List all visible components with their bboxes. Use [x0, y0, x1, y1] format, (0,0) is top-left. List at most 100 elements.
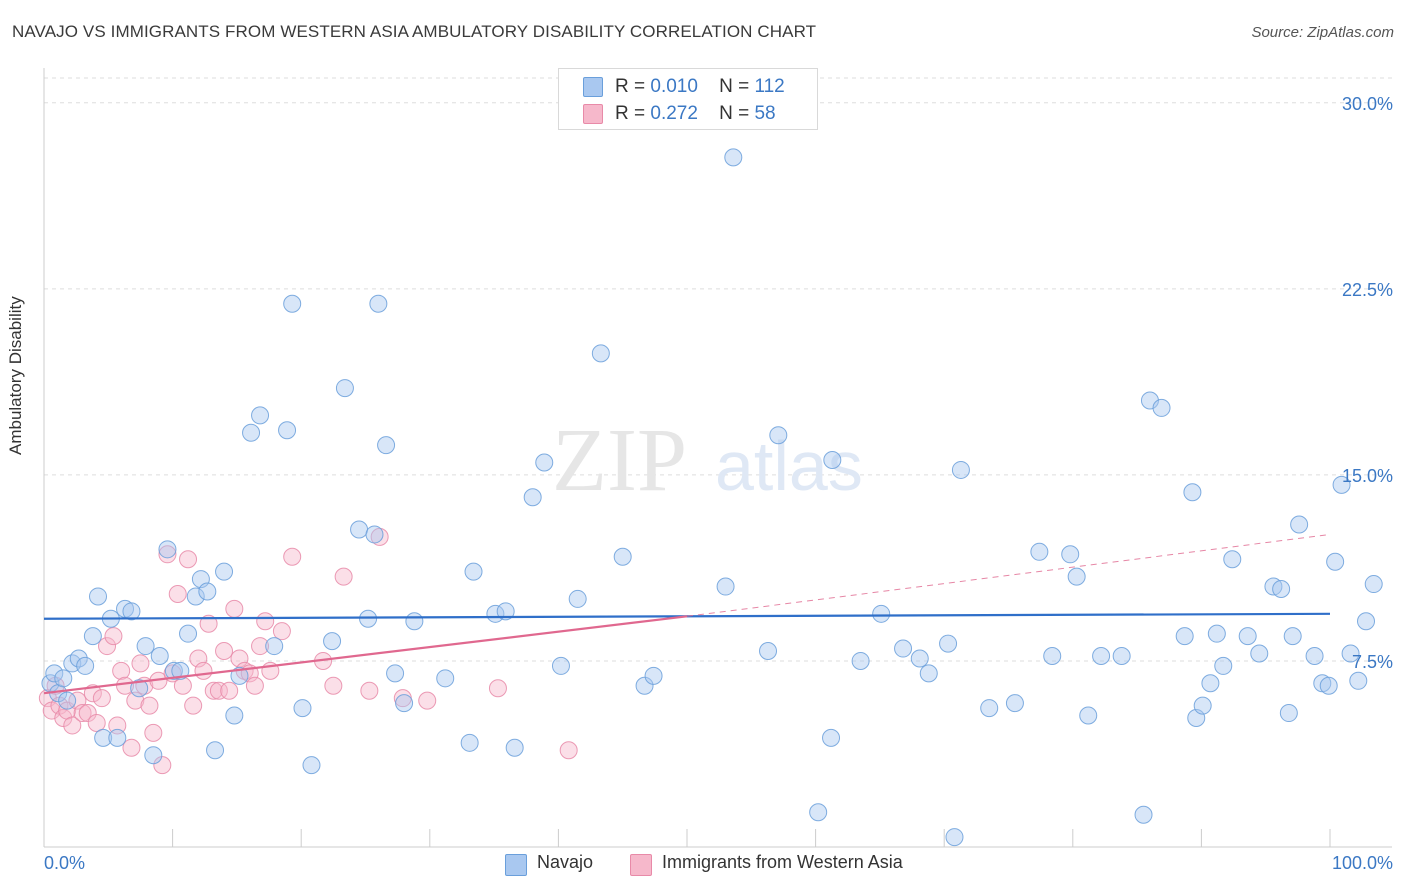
- navajo-point: [436, 669, 455, 688]
- navajo-point: [496, 602, 515, 621]
- immigrants-point: [559, 741, 578, 760]
- navajo-point: [464, 562, 483, 581]
- navajo-point: [335, 379, 354, 398]
- navajo-point: [551, 656, 570, 675]
- navajo-point: [1043, 646, 1062, 665]
- navajo-point: [1349, 671, 1368, 690]
- immigrants-point: [418, 691, 437, 710]
- navajo-point: [1341, 644, 1360, 663]
- navajo-point: [1005, 694, 1024, 713]
- x-tick-label: 0.0%: [44, 853, 85, 873]
- navajo-point: [1193, 696, 1212, 715]
- navajo-point: [225, 706, 244, 725]
- immigrants-point: [98, 637, 117, 656]
- immigrants-point: [194, 661, 213, 680]
- navajo-point: [130, 679, 149, 698]
- navajo-point: [523, 488, 542, 507]
- immigrants-point: [168, 584, 187, 603]
- navajo-point: [1112, 646, 1131, 665]
- immigrants-point: [215, 642, 234, 661]
- immigrants-point: [153, 756, 172, 775]
- immigrants-point: [73, 704, 92, 723]
- chart-title: NAVAJO VS IMMIGRANTS FROM WESTERN ASIA A…: [12, 22, 817, 41]
- navajo-r-value: 0.010: [650, 76, 698, 97]
- navajo-point: [1319, 676, 1338, 695]
- navajo-point: [894, 639, 913, 658]
- navajo-point: [1283, 627, 1302, 646]
- navajo-point: [265, 637, 284, 656]
- navajo-point: [302, 756, 321, 775]
- navajo-point: [108, 728, 127, 747]
- immigrants-legend-swatch: [630, 854, 652, 876]
- navajo-point: [1175, 627, 1194, 646]
- immigrants-point: [78, 704, 97, 723]
- immigrants-point: [245, 676, 264, 695]
- navajo-r-label: R =: [615, 76, 646, 97]
- navajo-point: [1364, 575, 1383, 594]
- navajo-point: [293, 699, 312, 718]
- navajo-point: [69, 649, 88, 668]
- navajo-point: [1092, 646, 1111, 665]
- navajo-point: [377, 436, 396, 455]
- immigrants-point: [173, 676, 192, 695]
- navajo-point: [386, 664, 405, 683]
- stats-legend: R = 0.010 N = 112 R = 0.272 N = 58: [558, 68, 818, 130]
- navajo-point: [1272, 580, 1291, 599]
- navajo-point: [45, 664, 64, 683]
- navajo-point: [215, 562, 234, 581]
- navajo-point: [505, 738, 524, 757]
- navajo-point: [94, 728, 113, 747]
- immigrants-point: [158, 545, 177, 564]
- immigrants-n-value: 58: [754, 103, 776, 124]
- navajo-point: [1238, 627, 1257, 646]
- navajo-point: [939, 634, 958, 653]
- navajo-point: [980, 699, 999, 718]
- navajo-point: [186, 587, 205, 606]
- navajo-point: [724, 148, 743, 167]
- immigrants-swatch: [583, 104, 603, 124]
- immigrants-point: [63, 716, 82, 735]
- navajo-point: [809, 803, 828, 822]
- navajo-point: [910, 649, 929, 668]
- navajo-point: [1279, 704, 1298, 723]
- y-tick-label: 22.5%: [1342, 280, 1393, 300]
- navajo-point: [1061, 545, 1080, 564]
- navajo-point: [591, 344, 610, 363]
- navajo-point: [83, 627, 102, 646]
- navajo-point: [164, 661, 183, 680]
- navajo-point: [1067, 567, 1086, 586]
- navajo-point: [1079, 706, 1098, 725]
- navajo-point: [171, 661, 190, 680]
- immigrants-point: [360, 681, 379, 700]
- source-credit: Source: ZipAtlas.com: [1251, 24, 1394, 41]
- navajo-point: [1357, 612, 1376, 631]
- navajo-legend-label: Navajo: [537, 852, 594, 872]
- y-tick-label: 15.0%: [1342, 466, 1393, 486]
- navajo-point: [1332, 475, 1351, 494]
- immigrants-trend-line: [43, 615, 688, 695]
- navajo-point: [1290, 515, 1309, 534]
- navajo-point: [644, 666, 663, 685]
- immigrants-point: [184, 696, 203, 715]
- immigrants-point: [334, 567, 353, 586]
- immigrants-point: [256, 612, 275, 631]
- navajo-point: [919, 664, 938, 683]
- navajo-point: [1134, 805, 1153, 824]
- navajo-point: [460, 733, 479, 752]
- navajo-point: [144, 746, 163, 765]
- navajo-point: [1305, 646, 1324, 665]
- immigrants-point: [179, 550, 198, 569]
- navajo-point: [150, 646, 169, 665]
- immigrants-point: [204, 681, 223, 700]
- navajo-point: [158, 540, 177, 559]
- navajo-point: [251, 406, 270, 425]
- navajo-point: [359, 609, 378, 628]
- trend-lines: [43, 533, 1331, 695]
- navajo-point: [1207, 624, 1226, 643]
- navajo-point: [1326, 552, 1345, 571]
- immigrants-point: [112, 661, 131, 680]
- immigrants-point: [324, 676, 343, 695]
- navajo-point: [230, 666, 249, 685]
- navajo-point: [1214, 656, 1233, 675]
